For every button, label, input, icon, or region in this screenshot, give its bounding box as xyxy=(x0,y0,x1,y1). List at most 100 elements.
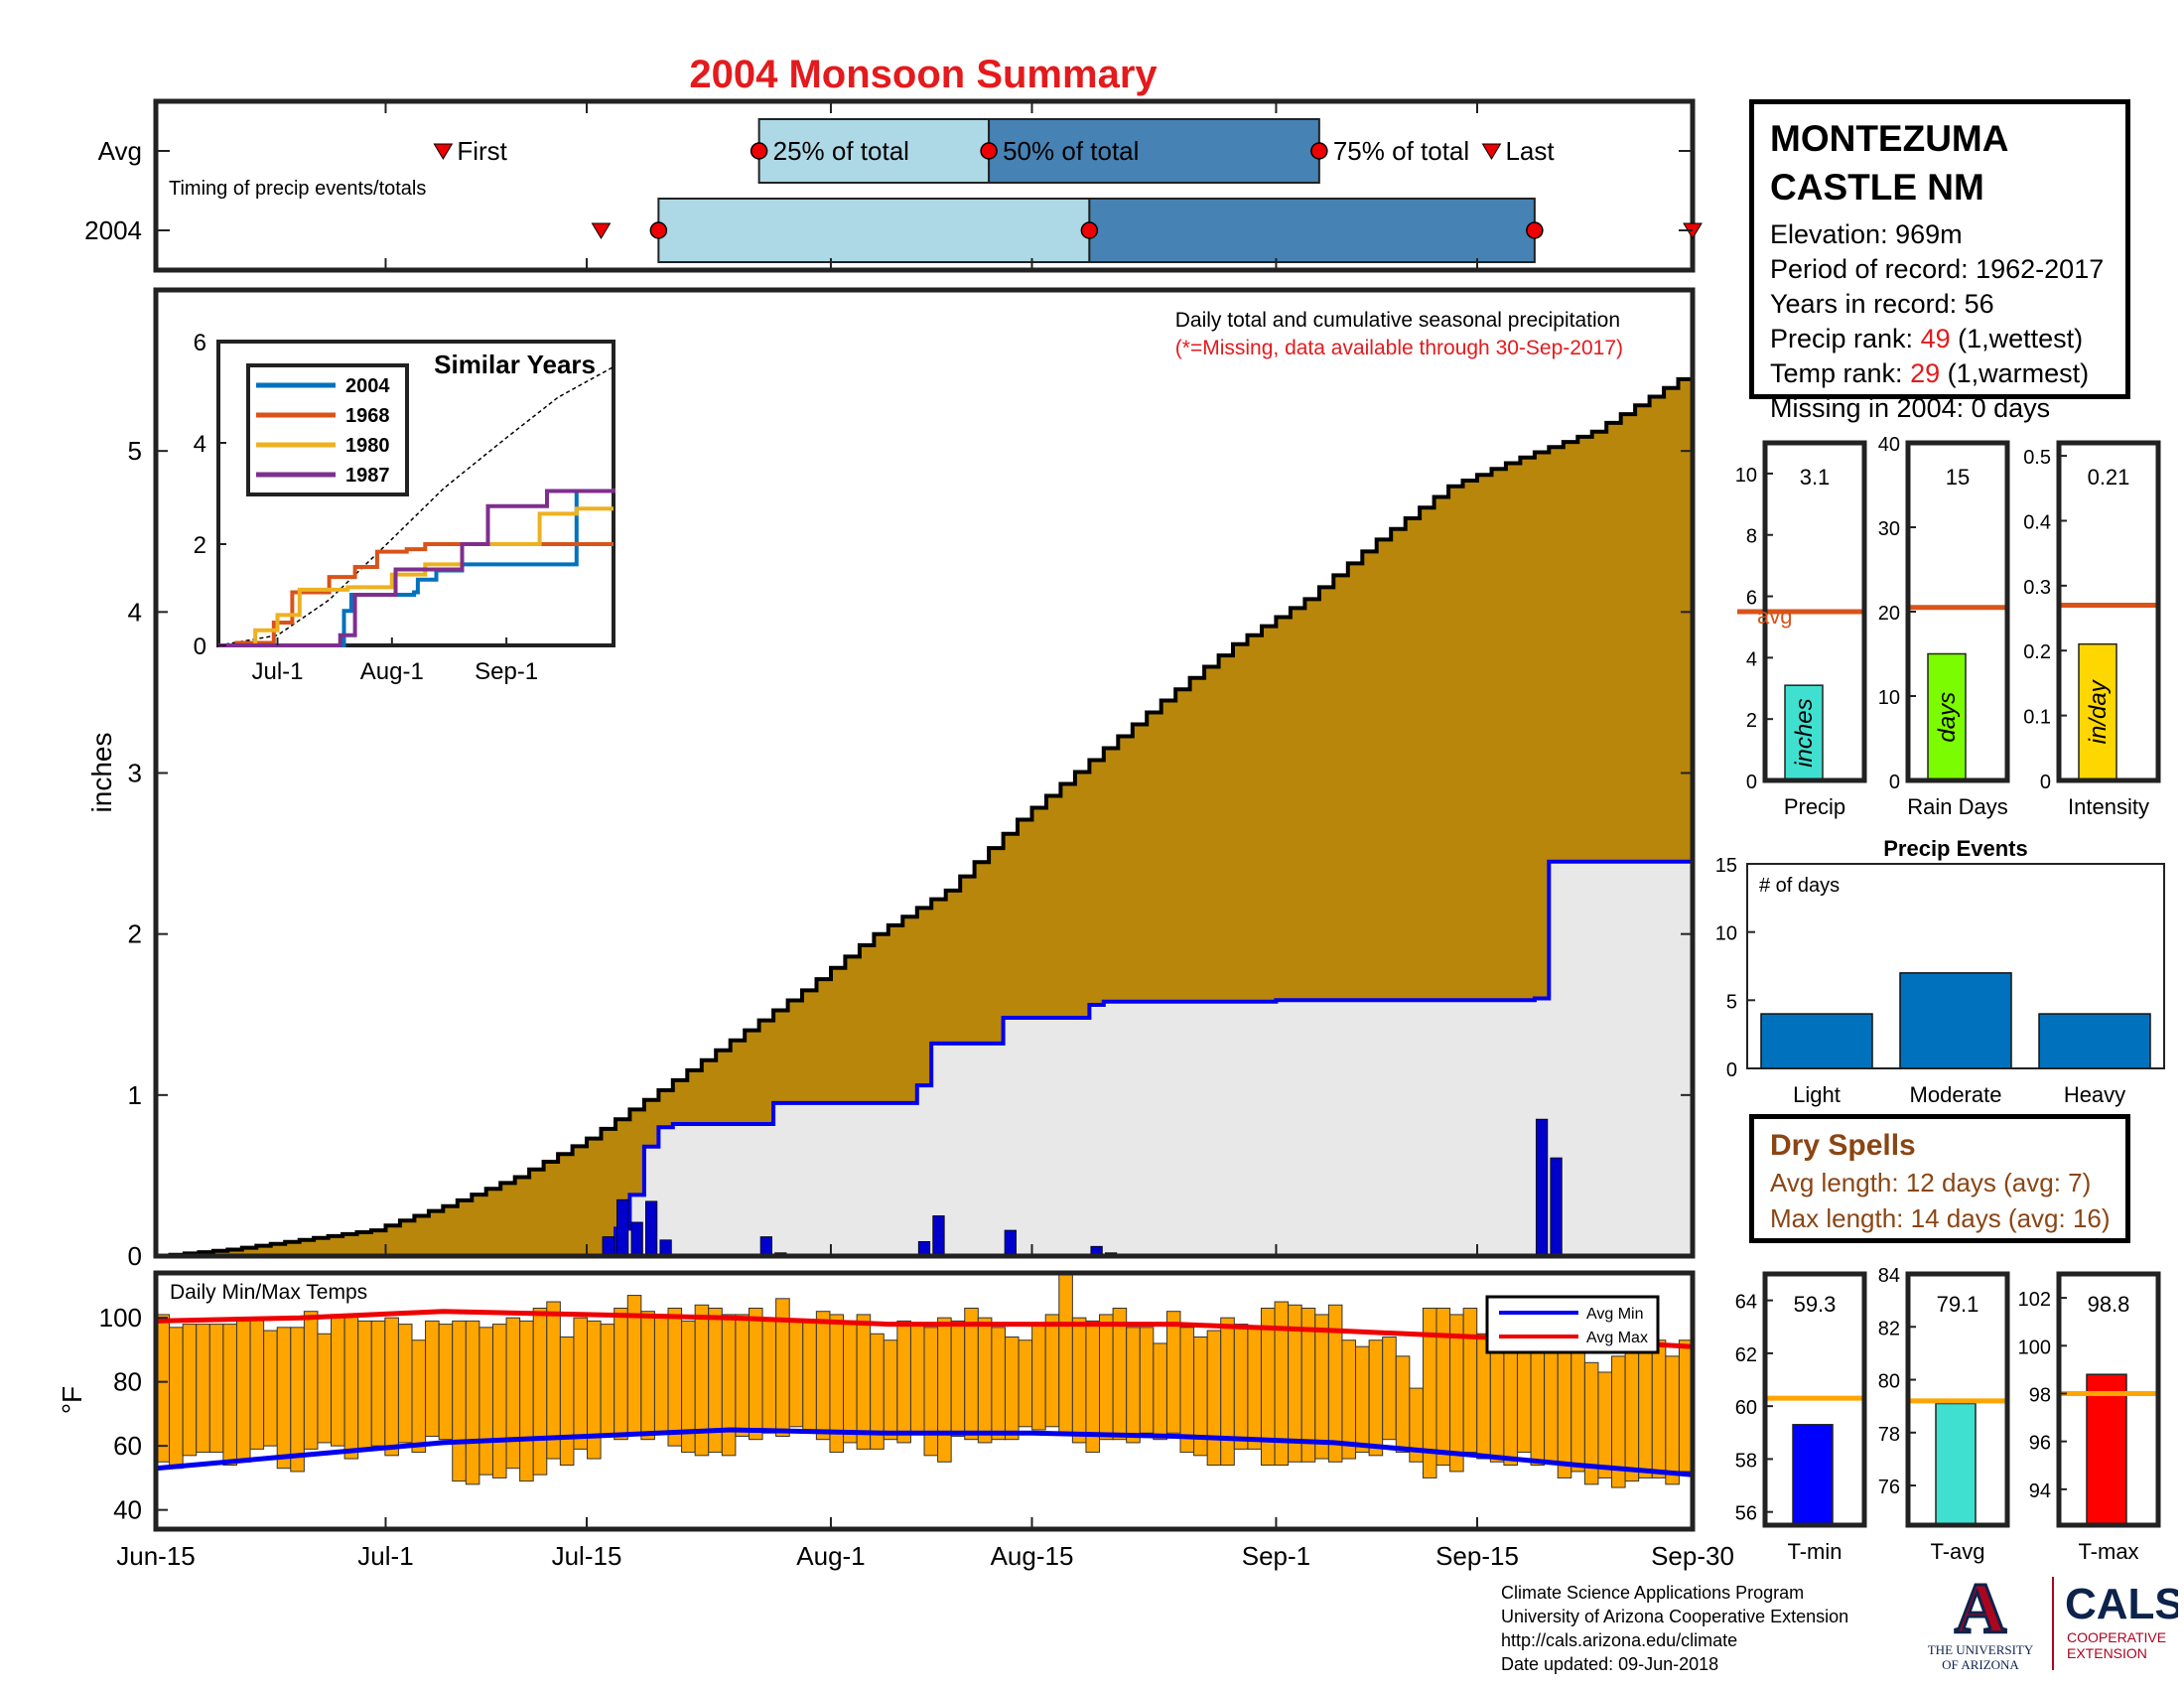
ua-line1: THE UNIVERSITY xyxy=(1928,1642,2034,1657)
credits-line4: Date updated: 09-Jun-2018 xyxy=(1501,1654,1719,1674)
temp-range-bar xyxy=(276,1327,292,1470)
temp-range-bar xyxy=(1179,1327,1195,1454)
tmini-value-label: 59.3 xyxy=(1794,1292,1837,1317)
temp-range-bar xyxy=(1597,1371,1613,1478)
temp-range-bar xyxy=(640,1311,655,1441)
q25-label: 25% of total xyxy=(773,136,909,166)
temp-range-bar xyxy=(452,1320,467,1482)
precip-summary-bars: 0 2 4 6 8 10 3.1 inches Precip 0 10 20 30 40 15 days Rai… xyxy=(1735,434,2161,819)
tmini-frame xyxy=(1762,1271,1867,1528)
events-y-tick-label: 5 xyxy=(1726,991,1737,1013)
temp-range-bar xyxy=(303,1311,319,1450)
temp-range-bar xyxy=(222,1324,237,1466)
mini-y-tick-label: 4 xyxy=(1746,648,1757,670)
first-event-marker xyxy=(591,222,612,239)
temp-range-bar xyxy=(343,1314,359,1460)
events-category-label: Moderate xyxy=(1910,1082,2002,1107)
mini-y-tick-label: 40 xyxy=(1878,434,1900,456)
station-elevation: Elevation: 969m xyxy=(1770,219,1963,249)
x-tick-label: Sep-15 xyxy=(1435,1541,1519,1571)
x-tick-label: Aug-1 xyxy=(796,1541,865,1571)
y-axis-label: inches xyxy=(86,733,117,813)
events-ylabel: # of days xyxy=(1759,875,1840,897)
temp-range-bar xyxy=(465,1320,480,1485)
tmini-y-tick-label: 80 xyxy=(1878,1371,1900,1393)
university-of-arizona-logo: A THE UNIVERSITY OF ARIZONA xyxy=(1928,1573,2034,1672)
x-tick-label: Jul-1 xyxy=(357,1541,413,1571)
y-tick-label: 40 xyxy=(113,1495,142,1525)
chart-title: Daily total and cumulative seasonal prec… xyxy=(1175,309,1620,332)
mini-y-tick-label: 0 xyxy=(1889,772,1900,793)
q50-label: 50% of total xyxy=(1003,136,1139,166)
temp-range-bar xyxy=(290,1327,305,1473)
station-info-box: MONTEZUMA CASTLE NM Elevation: 969m Peri… xyxy=(1749,99,2130,423)
temp-range-bar xyxy=(235,1317,251,1463)
mini-y-tick-label: 0.5 xyxy=(2023,447,2051,469)
temps-legend: Avg Min Avg Max xyxy=(1485,1295,1660,1354)
temp-range-bar xyxy=(843,1320,858,1444)
mini-y-tick-label: 0 xyxy=(2040,772,2051,793)
inset-series-2004 xyxy=(218,489,615,647)
temp-range-bar xyxy=(425,1320,440,1437)
temp-range-bar xyxy=(1044,1314,1060,1428)
events-title: Precip Events xyxy=(1883,836,2028,861)
x-tick-label: Sep-1 xyxy=(1242,1541,1310,1571)
tmini-y-tick-label: 78 xyxy=(1878,1424,1900,1446)
precip-rank-label: Precip rank: xyxy=(1770,324,1921,353)
quartile-box-lower xyxy=(757,118,991,184)
first-event-marker xyxy=(433,143,454,160)
y-tick-label: 60 xyxy=(113,1431,142,1461)
temp-range-bar xyxy=(1462,1307,1478,1454)
temp-range-bar xyxy=(1206,1330,1222,1467)
temp-range-bar xyxy=(964,1307,979,1441)
temp-range-bar xyxy=(991,1327,1006,1441)
chart-subtitle: (*=Missing, data available through 30-Se… xyxy=(1175,337,1623,359)
temp-range-bar xyxy=(1153,1342,1167,1441)
precip-rank-note: (1,wettest) xyxy=(1950,324,2084,353)
plot-frame xyxy=(153,1270,1696,1532)
inset-legend-label-1987: 1987 xyxy=(345,465,390,487)
events-y-tick-label: 0 xyxy=(1726,1059,1737,1081)
daily-precip-bar xyxy=(1550,1157,1563,1257)
station-temp-rank: Temp rank: 29 (1,warmest) xyxy=(1770,356,2110,391)
tmini-y-tick-label: 60 xyxy=(1735,1397,1757,1419)
temp-range-bar xyxy=(1220,1317,1235,1467)
inset-x-tick-label: Aug-1 xyxy=(360,658,424,685)
dry-spells-max: Max length: 14 days (avg: 16) xyxy=(1770,1203,2111,1233)
temp-range-bar xyxy=(1341,1339,1357,1460)
daily-precip-bar xyxy=(759,1236,772,1257)
tmini-y-tick-label: 98 xyxy=(2029,1384,2051,1406)
tmini-y-tick-label: 76 xyxy=(1878,1477,1900,1498)
daily-precip-bar xyxy=(1004,1229,1017,1257)
mini-value-label: 0.21 xyxy=(2088,465,2130,490)
temp-range-bar xyxy=(505,1317,521,1470)
y-tick-label: 1 xyxy=(128,1080,142,1110)
tmini-y-tick-label: 56 xyxy=(1735,1503,1757,1525)
events-bar xyxy=(1899,972,2012,1069)
temp-range-bar xyxy=(317,1333,333,1444)
temp-range-bar xyxy=(263,1330,278,1447)
temp-range-bar xyxy=(1314,1314,1329,1460)
temp-range-bar xyxy=(802,1320,817,1434)
temp-range-bar xyxy=(909,1324,925,1434)
row-label: Avg xyxy=(98,136,142,166)
temp-range-bar xyxy=(478,1327,493,1476)
dry-spells-avg: Avg length: 12 days (avg: 7) xyxy=(1770,1168,2092,1197)
quartile-marker xyxy=(649,221,668,239)
temp-range-bar xyxy=(761,1320,777,1434)
temp-range-bar xyxy=(1382,1336,1397,1441)
quartile-box-upper xyxy=(1088,198,1536,263)
daily-precip-bar xyxy=(602,1236,614,1257)
temp-range-bar xyxy=(169,1327,184,1470)
ua-line2: OF ARIZONA xyxy=(1942,1657,2019,1672)
mini-y-tick-label: 0.2 xyxy=(2023,641,2051,663)
temp-range-bar xyxy=(438,1324,454,1441)
temp-range-bar xyxy=(1071,1317,1087,1444)
mini-y-tick-label: 0.1 xyxy=(2023,707,2051,729)
temp-range-bar xyxy=(937,1317,952,1463)
mini-y-tick-label: 30 xyxy=(1878,518,1900,540)
avg-cumulative-line xyxy=(156,370,1695,1258)
inset-title: Similar Years xyxy=(434,350,596,379)
